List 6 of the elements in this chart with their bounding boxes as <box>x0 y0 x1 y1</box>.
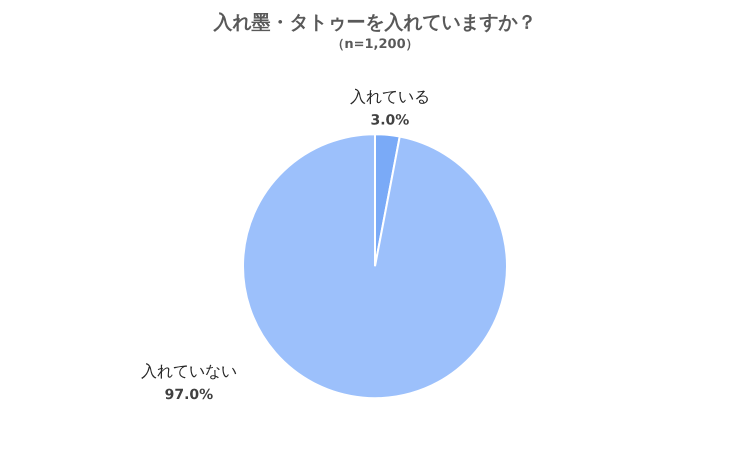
slice-label: 入れている <box>350 87 430 106</box>
slice-label: 入れていない <box>140 362 237 381</box>
chart-title: 入れ墨・タトゥーを入れていますか？ <box>212 11 536 34</box>
data-label: 97.0% <box>164 387 214 404</box>
chart-subtitle: （n=1,200） <box>331 36 419 52</box>
data-label: 3.0% <box>370 112 410 129</box>
